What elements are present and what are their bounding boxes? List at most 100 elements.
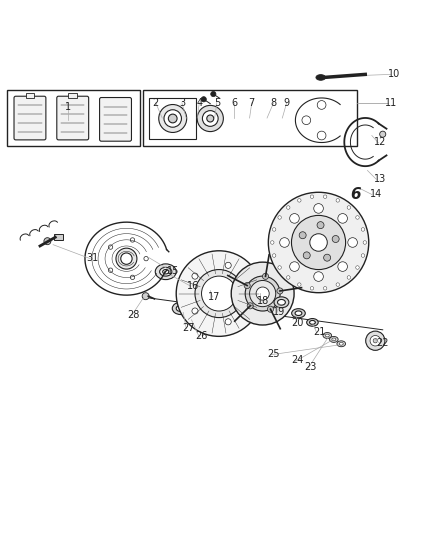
- Ellipse shape: [155, 264, 176, 280]
- Ellipse shape: [274, 297, 289, 308]
- Ellipse shape: [184, 310, 199, 321]
- Text: 11: 11: [385, 98, 398, 108]
- Circle shape: [225, 262, 231, 269]
- Circle shape: [291, 215, 346, 270]
- Circle shape: [247, 303, 253, 309]
- Bar: [149, 99, 196, 139]
- Ellipse shape: [339, 342, 343, 345]
- Text: 20: 20: [291, 318, 304, 328]
- Ellipse shape: [295, 311, 302, 316]
- Circle shape: [211, 92, 216, 96]
- Circle shape: [202, 111, 218, 126]
- Circle shape: [231, 262, 294, 325]
- Circle shape: [363, 241, 367, 244]
- Text: 17: 17: [208, 292, 221, 302]
- Bar: [68, 93, 77, 98]
- Circle shape: [356, 266, 359, 269]
- Circle shape: [286, 276, 290, 279]
- Bar: [143, 90, 357, 147]
- Circle shape: [278, 216, 281, 219]
- Circle shape: [108, 268, 113, 272]
- Circle shape: [268, 306, 274, 312]
- Text: 26: 26: [195, 332, 208, 341]
- Circle shape: [176, 251, 262, 336]
- Text: 31: 31: [86, 253, 99, 263]
- Text: 12: 12: [374, 137, 387, 147]
- Circle shape: [246, 290, 252, 297]
- Circle shape: [225, 319, 231, 325]
- Text: 9: 9: [284, 98, 290, 108]
- Text: 7: 7: [249, 98, 255, 108]
- Text: 13: 13: [374, 174, 387, 184]
- Ellipse shape: [188, 313, 195, 318]
- Circle shape: [244, 282, 250, 288]
- Circle shape: [366, 331, 385, 350]
- Circle shape: [336, 283, 339, 286]
- Text: 18: 18: [257, 296, 269, 306]
- Circle shape: [245, 276, 280, 311]
- Text: 16: 16: [187, 281, 199, 291]
- Circle shape: [297, 199, 301, 202]
- Circle shape: [201, 276, 237, 311]
- Text: 8: 8: [271, 98, 277, 108]
- Circle shape: [262, 273, 268, 279]
- Bar: [53, 234, 63, 240]
- Circle shape: [299, 232, 306, 239]
- Text: 6: 6: [231, 98, 237, 108]
- Ellipse shape: [292, 309, 305, 318]
- Circle shape: [192, 273, 198, 279]
- Text: 2: 2: [152, 98, 159, 108]
- Circle shape: [250, 280, 276, 306]
- Circle shape: [116, 248, 137, 269]
- Circle shape: [336, 199, 339, 202]
- Ellipse shape: [159, 268, 172, 276]
- Circle shape: [347, 206, 350, 209]
- Circle shape: [268, 192, 369, 293]
- Circle shape: [121, 253, 132, 264]
- Ellipse shape: [337, 341, 346, 347]
- Circle shape: [361, 228, 365, 231]
- Circle shape: [380, 131, 386, 138]
- Circle shape: [317, 101, 326, 109]
- Text: 3: 3: [179, 98, 185, 108]
- Text: 15: 15: [167, 266, 179, 276]
- Circle shape: [323, 287, 327, 290]
- Ellipse shape: [278, 300, 286, 305]
- Circle shape: [370, 335, 381, 346]
- Ellipse shape: [307, 319, 318, 326]
- Circle shape: [277, 288, 283, 294]
- Circle shape: [272, 254, 276, 257]
- Circle shape: [297, 283, 301, 286]
- Circle shape: [44, 238, 51, 245]
- Circle shape: [256, 287, 269, 300]
- Circle shape: [290, 214, 299, 223]
- Text: 27: 27: [182, 322, 194, 333]
- Circle shape: [195, 270, 243, 318]
- Circle shape: [347, 276, 350, 279]
- Circle shape: [356, 216, 359, 219]
- Circle shape: [131, 275, 135, 279]
- Text: 21: 21: [313, 327, 325, 337]
- Ellipse shape: [323, 333, 332, 338]
- Ellipse shape: [332, 338, 336, 341]
- Circle shape: [348, 238, 357, 247]
- FancyBboxPatch shape: [57, 96, 88, 140]
- Circle shape: [159, 104, 187, 133]
- Text: 22: 22: [377, 338, 389, 348]
- Circle shape: [201, 96, 206, 102]
- Circle shape: [302, 116, 311, 125]
- Text: 28: 28: [127, 310, 140, 319]
- Text: 25: 25: [267, 349, 280, 359]
- Ellipse shape: [176, 305, 185, 311]
- Circle shape: [338, 262, 347, 271]
- Circle shape: [164, 110, 181, 127]
- Circle shape: [332, 236, 339, 243]
- Circle shape: [338, 214, 347, 223]
- Circle shape: [168, 114, 177, 123]
- Circle shape: [192, 308, 198, 314]
- Circle shape: [317, 222, 324, 229]
- Ellipse shape: [325, 334, 329, 337]
- Circle shape: [144, 256, 148, 261]
- Text: 14: 14: [370, 189, 382, 199]
- Circle shape: [142, 293, 149, 300]
